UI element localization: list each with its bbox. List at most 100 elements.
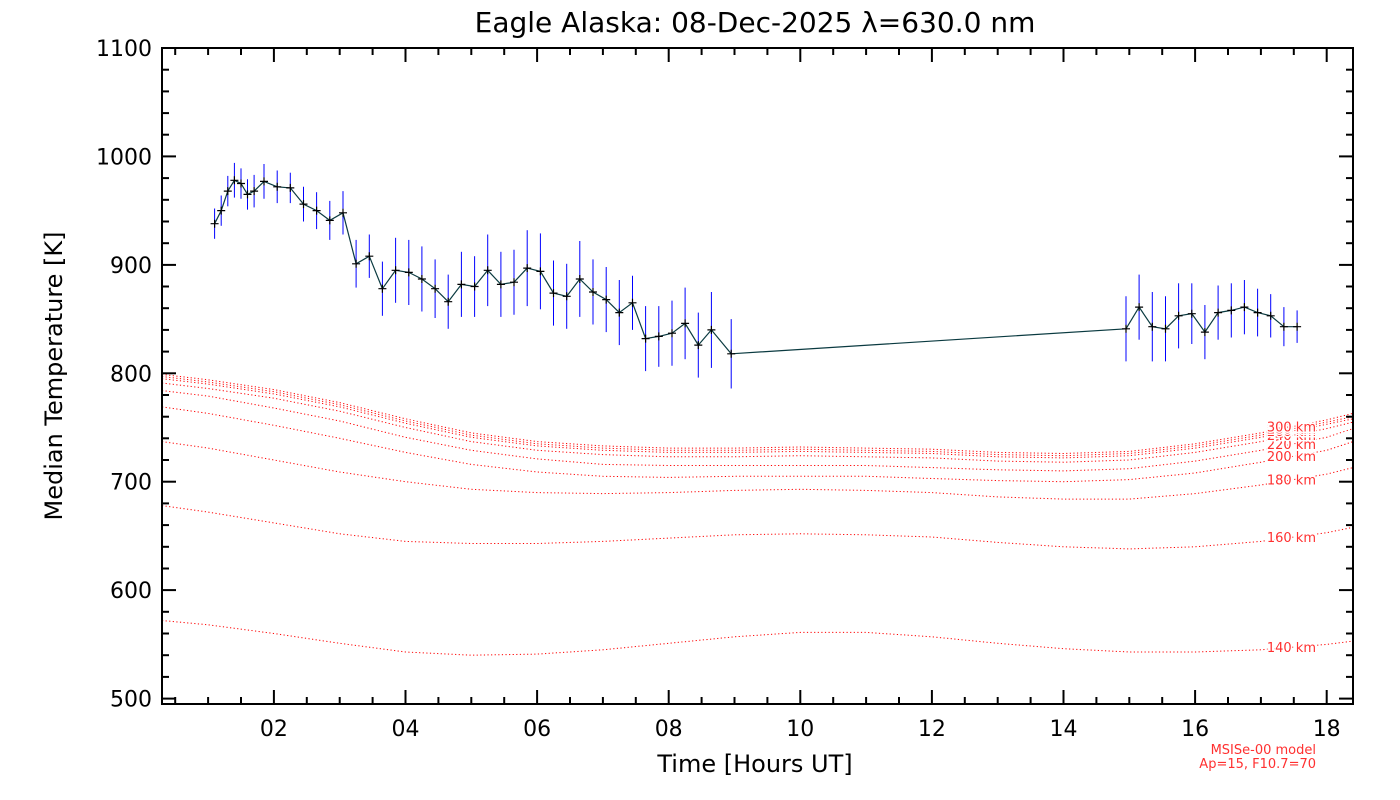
data-point (404, 268, 413, 277)
data-point (615, 308, 624, 317)
data-point (681, 319, 690, 328)
x-tick-label: 12 (918, 717, 946, 742)
data-point (1161, 324, 1170, 333)
data-point (536, 267, 545, 276)
plot-frame (161, 47, 1354, 705)
data-point (210, 219, 219, 228)
data-point (1227, 306, 1236, 315)
data-point (483, 266, 492, 275)
x-tick-label: 04 (392, 717, 420, 742)
data-point (628, 298, 637, 307)
model-label-220km: 220 km (1267, 438, 1316, 453)
x-axis-label: Time [Hours UT] (656, 750, 852, 778)
data-point (352, 259, 361, 268)
data-series (210, 162, 1302, 389)
data-point (243, 190, 252, 199)
data-point (1148, 322, 1157, 331)
model-label-280km: 280 km (1267, 423, 1316, 438)
data-point (312, 206, 321, 215)
model-curve-180km (161, 441, 1354, 500)
data-point (250, 187, 259, 196)
data-point (444, 297, 453, 306)
model-label-160km: 160 km (1267, 531, 1316, 546)
model-curve-260km (161, 378, 1354, 459)
data-point (223, 187, 232, 196)
y-tick-label: 700 (110, 471, 152, 496)
x-tick-label: 16 (1181, 717, 1209, 742)
model-label-300km: 300 km (1267, 420, 1316, 435)
data-point (325, 216, 334, 225)
data-point (589, 288, 597, 296)
data-point (431, 284, 440, 293)
model-curve-240km (161, 382, 1354, 463)
model-curve-160km (161, 505, 1354, 550)
data-point (1135, 303, 1144, 312)
data-point (575, 275, 584, 283)
y-tick-label: 500 (110, 688, 152, 713)
data-point (457, 280, 466, 289)
data-point (299, 200, 308, 209)
data-point (391, 266, 400, 275)
x-tick-label: 02 (260, 717, 288, 742)
model-name-note: MSISe-00 model (1211, 743, 1316, 758)
y-tick-label: 900 (110, 254, 152, 279)
model-params-note: Ap=15, F10.7=70 (1199, 757, 1316, 772)
model-label-180km: 180 km (1267, 474, 1316, 489)
data-point (1200, 328, 1209, 337)
data-point (339, 208, 347, 217)
data-point (694, 341, 703, 350)
data-point (641, 334, 650, 343)
data-point (260, 177, 268, 186)
x-tick-label: 18 (1313, 717, 1341, 742)
data-point (707, 325, 716, 334)
data-point (654, 332, 663, 341)
x-tick-label: 10 (786, 717, 814, 742)
model-label-240km: 240 km (1267, 429, 1316, 444)
data-point (1266, 311, 1275, 320)
data-point (273, 182, 282, 191)
x-tick-label: 08 (655, 717, 683, 742)
y-tick-label: 600 (110, 579, 152, 604)
model-label-140km: 140 km (1267, 641, 1316, 656)
data-point (217, 206, 226, 215)
axis-ticks: 02 04 06 08 10 12 14 16 18 500 600 700 800 900 1000 110… (96, 37, 1353, 742)
data-point (286, 183, 295, 192)
data-point (602, 295, 611, 304)
model-curve-140km (161, 620, 1354, 656)
y-tick-label: 800 (110, 362, 152, 387)
data-point (1253, 308, 1262, 317)
data-point (668, 329, 676, 338)
data-point (1240, 303, 1249, 312)
data-point (365, 252, 374, 261)
x-tick-label: 06 (523, 717, 551, 742)
data-point (1279, 322, 1288, 331)
data-point (1293, 322, 1302, 331)
data-point (1174, 311, 1183, 320)
data-point (562, 292, 571, 301)
data-point (417, 275, 426, 283)
data-point (1187, 309, 1196, 318)
data-point (510, 278, 518, 287)
data-point (496, 280, 505, 289)
data-point (470, 282, 479, 291)
data-point (230, 176, 239, 185)
data-point (1122, 324, 1130, 333)
model-curve-200km (161, 406, 1354, 483)
y-axis-label: Median Temperature [K] (40, 231, 68, 520)
data-point (1214, 308, 1223, 317)
data-point (727, 349, 736, 358)
model-curve-280km (161, 376, 1354, 457)
y-tick-label: 1000 (96, 145, 152, 170)
data-point (378, 284, 387, 293)
x-tick-label: 14 (1050, 717, 1078, 742)
model-curve-300km (161, 373, 1354, 455)
chart-title: Eagle Alaska: 08-Dec-2025 λ=630.0 nm (475, 6, 1036, 39)
model-label-260km: 260 km (1267, 425, 1316, 440)
data-point (549, 289, 558, 298)
model-curve-220km (161, 390, 1354, 472)
data-point (237, 179, 245, 188)
model-label-200km: 200 km (1267, 450, 1316, 465)
y-tick-label: 1100 (96, 37, 152, 62)
